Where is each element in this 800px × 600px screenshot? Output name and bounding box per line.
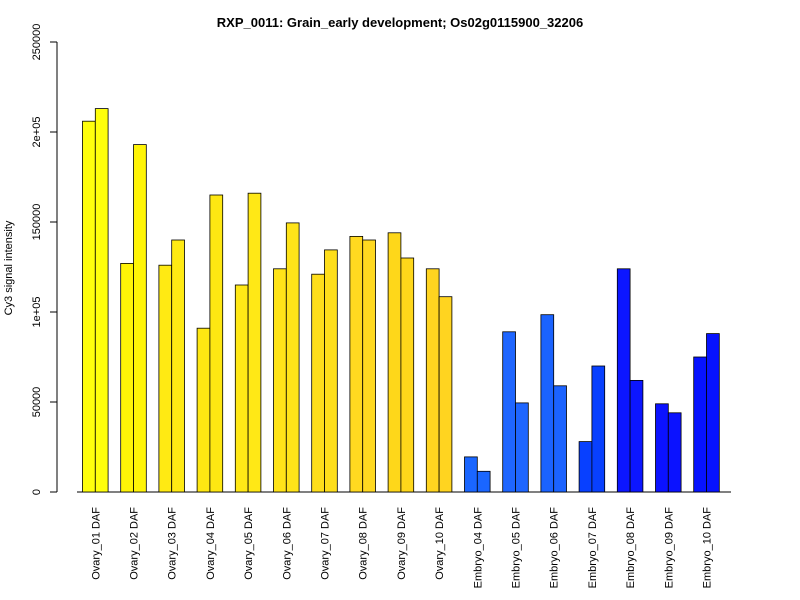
x-tick-label: Embryo_04 DAF: [472, 507, 484, 589]
x-tick-label: Ovary_01 DAF: [90, 507, 102, 580]
x-tick-label: Embryo_06 DAF: [549, 507, 561, 589]
x-tick-label: Embryo_08 DAF: [625, 507, 637, 589]
bar: [324, 249, 338, 493]
bar: [464, 456, 478, 493]
x-tick-label: Ovary_08 DAF: [358, 507, 370, 580]
y-axis: 0 50000 1e+05 150000 2e+05 250000: [31, 24, 58, 495]
y-tick-label: 2e+05: [31, 117, 43, 148]
x-tick-label: Ovary_06 DAF: [281, 507, 293, 580]
y-tick-label: 50000: [31, 387, 43, 418]
y-axis-label: Cy3 signal intensity: [3, 220, 15, 315]
bar: [158, 264, 173, 493]
bar: [591, 365, 606, 493]
bar: [362, 239, 376, 493]
bar: [349, 235, 364, 493]
bar: [629, 379, 644, 493]
bar: [438, 296, 453, 493]
y-tick-label: 250000: [31, 24, 43, 61]
bar: [311, 273, 325, 493]
bar: [171, 239, 185, 493]
bar: [82, 120, 96, 493]
bar: [247, 192, 262, 493]
bar: [667, 412, 682, 493]
x-tick-label: Ovary_09 DAF: [396, 507, 408, 580]
x-tick-label: Ovary_04 DAF: [205, 507, 217, 580]
y-tick-label: 1e+05: [31, 297, 43, 328]
bar: [133, 144, 147, 493]
bar: [655, 403, 669, 493]
bar: [693, 356, 707, 493]
bar: [706, 333, 720, 493]
bar: [120, 262, 134, 493]
bar: [502, 331, 516, 493]
x-tick-label: Ovary_10 DAF: [434, 507, 446, 580]
x-tick-label: Embryo_07 DAF: [587, 507, 599, 589]
bar: [515, 402, 529, 493]
x-tick-label: Ovary_07 DAF: [320, 507, 332, 580]
bar: [196, 327, 211, 493]
bar: [578, 441, 593, 493]
bars: [82, 108, 720, 493]
y-tick-label: 0: [31, 489, 43, 495]
x-tick-label: Embryo_05 DAF: [511, 507, 523, 589]
chart-title: RXP_0011: Grain_early development; Os02g…: [217, 15, 583, 30]
x-tick-label: Embryo_10 DAF: [702, 507, 714, 589]
bar: [476, 470, 491, 493]
x-tick-label: Embryo_09 DAF: [663, 507, 675, 589]
x-tick-label: Ovary_05 DAF: [243, 507, 255, 580]
bar: [387, 232, 402, 493]
bar: [553, 385, 567, 493]
bar: [273, 268, 287, 493]
bar: [425, 268, 440, 493]
bar: [285, 222, 300, 493]
bar: [400, 257, 415, 493]
bar: [616, 268, 631, 493]
x-tick-label: Ovary_02 DAF: [129, 507, 141, 580]
x-tick-label: Ovary_03 DAF: [167, 507, 179, 580]
bar: [94, 108, 109, 493]
bar: [540, 314, 555, 493]
bar: [234, 284, 249, 493]
y-tick-label: 150000: [31, 204, 43, 241]
bar: [209, 194, 224, 493]
x-tick-labels: Ovary_01 DAF Ovary_02 DAF Ovary_03 DAF Ovar…: [90, 507, 713, 589]
